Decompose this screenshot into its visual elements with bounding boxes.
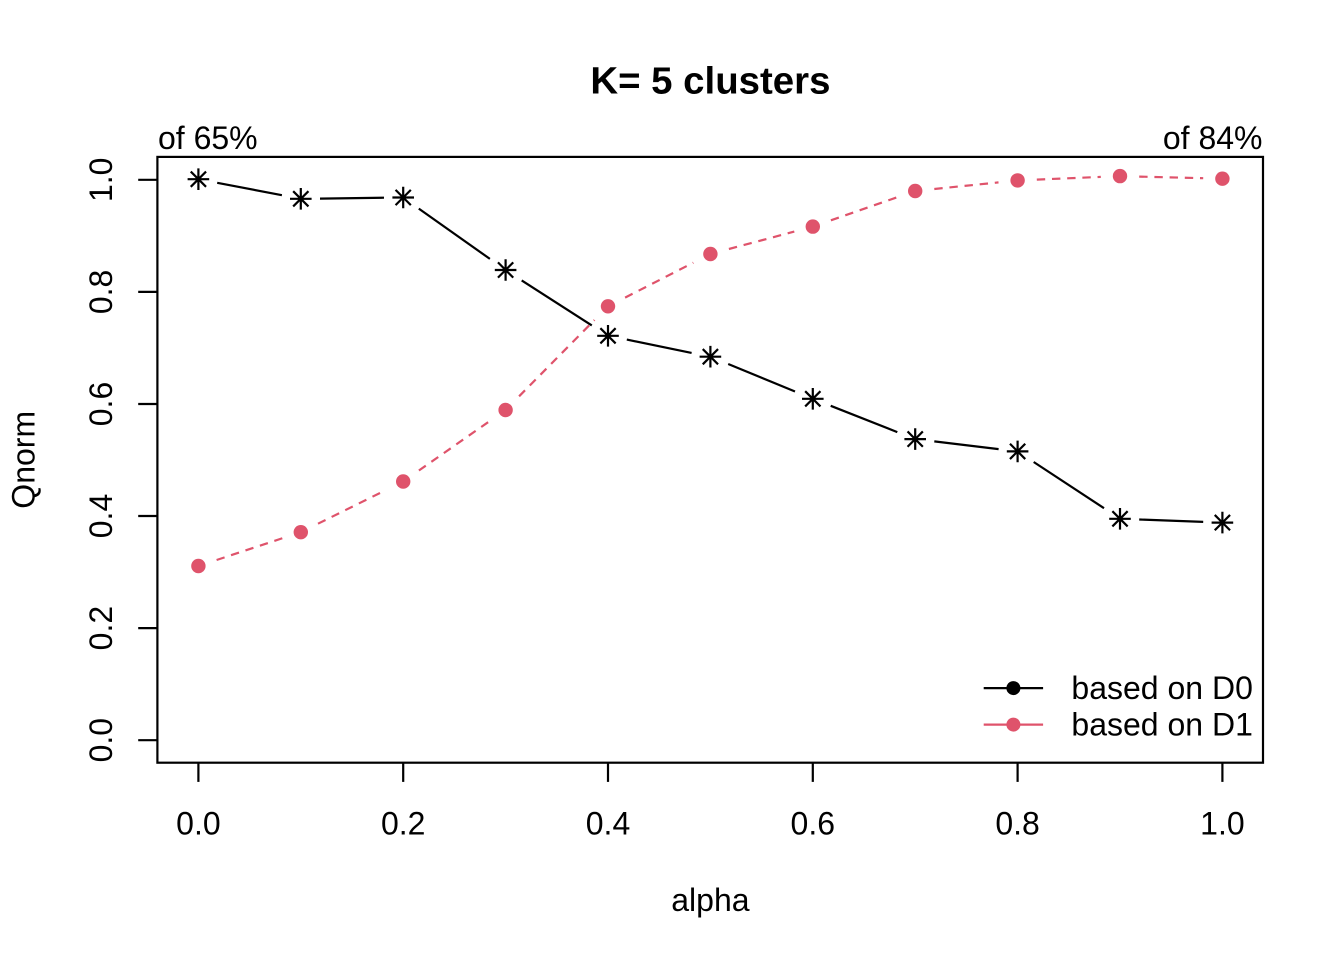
svg-text:of 84%: of 84% [1163,120,1263,156]
svg-text:1.0: 1.0 [1200,806,1244,842]
svg-text:0.2: 0.2 [381,806,425,842]
svg-text:of 65%: of 65% [158,120,258,156]
svg-text:0.4: 0.4 [83,494,119,538]
svg-text:alpha: alpha [671,882,750,918]
svg-text:0.0: 0.0 [83,718,119,762]
svg-text:Qnorm: Qnorm [6,411,42,509]
svg-text:0.0: 0.0 [176,806,220,842]
svg-text:0.8: 0.8 [83,270,119,314]
svg-text:1.0: 1.0 [83,158,119,202]
svg-text:0.6: 0.6 [791,806,835,842]
svg-text:0.4: 0.4 [586,806,630,842]
svg-text:K= 5 clusters: K= 5 clusters [590,59,830,102]
svg-text:based on D0: based on D0 [1071,670,1252,706]
svg-text:based on D1: based on D1 [1071,707,1252,743]
svg-text:0.8: 0.8 [995,806,1039,842]
svg-text:0.2: 0.2 [83,606,119,650]
svg-text:0.6: 0.6 [83,382,119,426]
